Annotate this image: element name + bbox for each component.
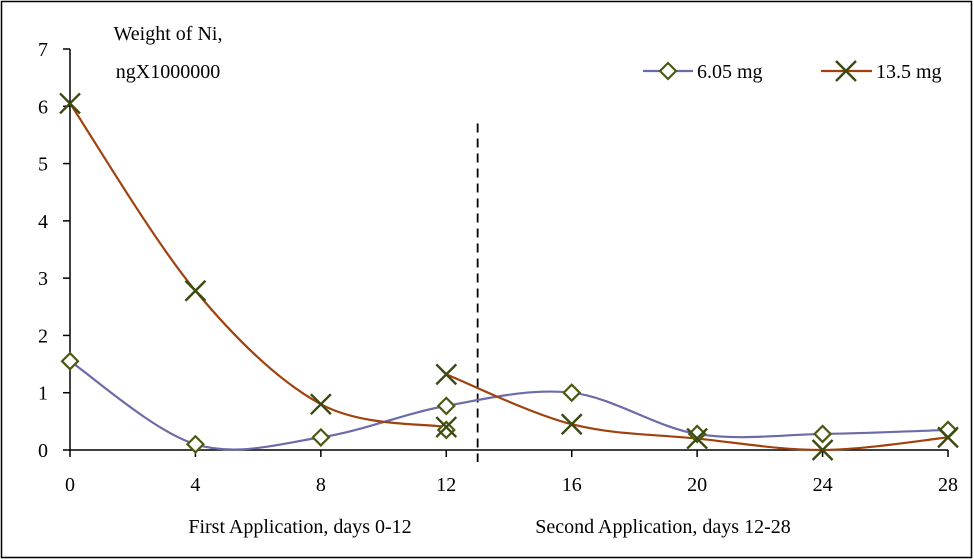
y-tick-label: 7 — [38, 39, 48, 61]
x-marker-stroke — [937, 426, 959, 449]
y-tick-label: 0 — [38, 440, 48, 462]
data-point-6-05-mg — [562, 383, 582, 403]
x-marker-stroke — [310, 393, 332, 416]
data-point-6-05-mg — [687, 424, 707, 444]
x-tick-label: 28 — [938, 474, 958, 496]
x-marker-stroke — [686, 427, 708, 450]
data-point-6-05-mg — [185, 434, 205, 454]
y-tick-label: 2 — [38, 325, 48, 347]
x-tick-label: 24 — [813, 474, 833, 496]
y-tick-label: 5 — [38, 154, 48, 176]
data-point-6-05-mg — [436, 396, 456, 416]
y-tick-label: 4 — [38, 211, 48, 233]
data-point-6-05-mg — [311, 427, 331, 447]
y-axis-label-line-1: Weight of Ni, — [114, 23, 223, 45]
x-tick-label: 20 — [687, 474, 707, 496]
x-tick-label: 12 — [436, 474, 456, 496]
data-point-13-5-mg — [937, 426, 959, 449]
data-point-6-05-mg — [813, 424, 833, 444]
legend: 6.05 mg 13.5 mg — [643, 60, 942, 83]
x-marker-stroke — [435, 416, 458, 438]
x-axis-label-second-application: Second Application, days 12-28 — [535, 516, 791, 538]
legend-marker-13-5-mg — [835, 60, 857, 82]
legend-marker-6-05-mg — [658, 61, 678, 81]
x-axis-label-first-application: First Application, days 0-12 — [188, 516, 411, 538]
x-tick-label: 0 — [65, 474, 75, 496]
data-point-13-5-mg — [435, 416, 458, 438]
x-marker-stroke — [811, 439, 834, 461]
x-marker-stroke — [435, 363, 458, 386]
series-13-5-mg-line-first — [69, 102, 447, 429]
x-marker-stroke — [835, 60, 857, 82]
y-tick-label: 3 — [38, 268, 48, 290]
data-point-13-5-mg — [560, 413, 583, 436]
y-tick-label: 1 — [38, 383, 48, 405]
data-point-13-5-mg — [184, 279, 207, 302]
x-marker-stroke — [184, 279, 207, 302]
x-tick-label: 16 — [562, 474, 582, 496]
x-marker-stroke — [59, 92, 81, 115]
data-point-13-5-mg — [811, 439, 834, 461]
data-point-6-05-mg — [436, 420, 456, 440]
x-marker-stroke — [560, 413, 583, 436]
x-tick-label: 4 — [190, 474, 200, 496]
data-point-13-5-mg — [310, 393, 332, 416]
legend-label-6-05-mg: 6.05 mg — [697, 61, 763, 83]
x-tick-label: 8 — [316, 474, 326, 496]
data-point-13-5-mg — [435, 363, 458, 386]
data-point-6-05-mg — [60, 351, 80, 371]
data-point-13-5-mg — [59, 92, 81, 115]
y-axis-label-line-2: ngX1000000 — [116, 61, 220, 83]
legend-label-13-5-mg: 13.5 mg — [876, 61, 942, 83]
y-tick-label: 6 — [38, 96, 48, 118]
data-point-13-5-mg — [686, 427, 708, 450]
